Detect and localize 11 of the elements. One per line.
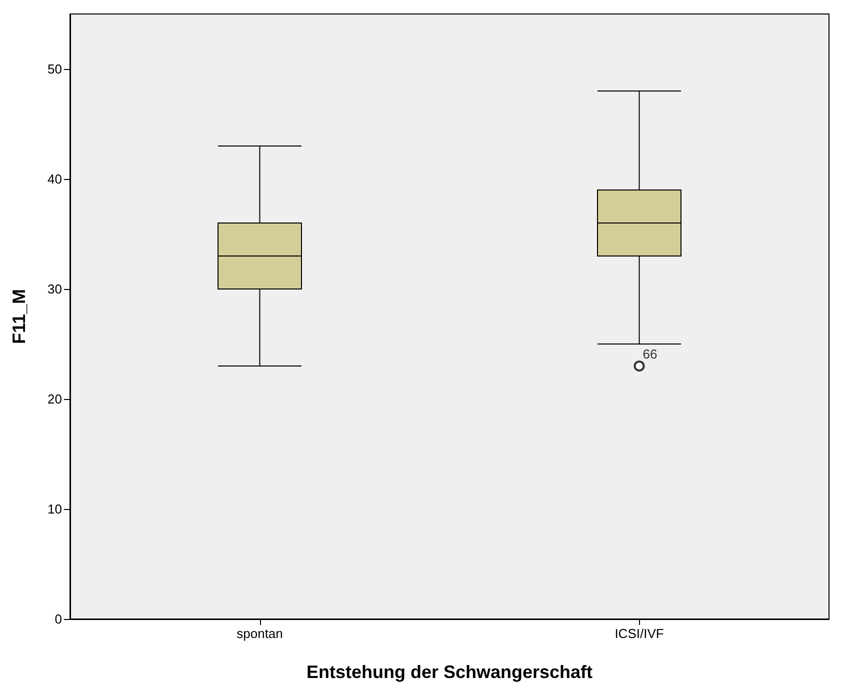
x-tick-label: spontan — [236, 626, 283, 641]
x-tick-label: ICSI/IVF — [614, 626, 664, 641]
y-tick-label: 40 — [48, 172, 62, 186]
annotation: 66 — [642, 346, 658, 362]
y-tick-label: 30 — [48, 282, 62, 296]
y-tick-label: 50 — [48, 62, 62, 76]
y-tick-label: 20 — [48, 392, 62, 406]
y-axis-title: F11_M — [9, 288, 29, 344]
y-tick-label: 10 — [48, 502, 62, 516]
x-axis-title: Entstehung der Schwangerschaft — [306, 662, 593, 682]
y-tick-label: 0 — [54, 612, 62, 626]
